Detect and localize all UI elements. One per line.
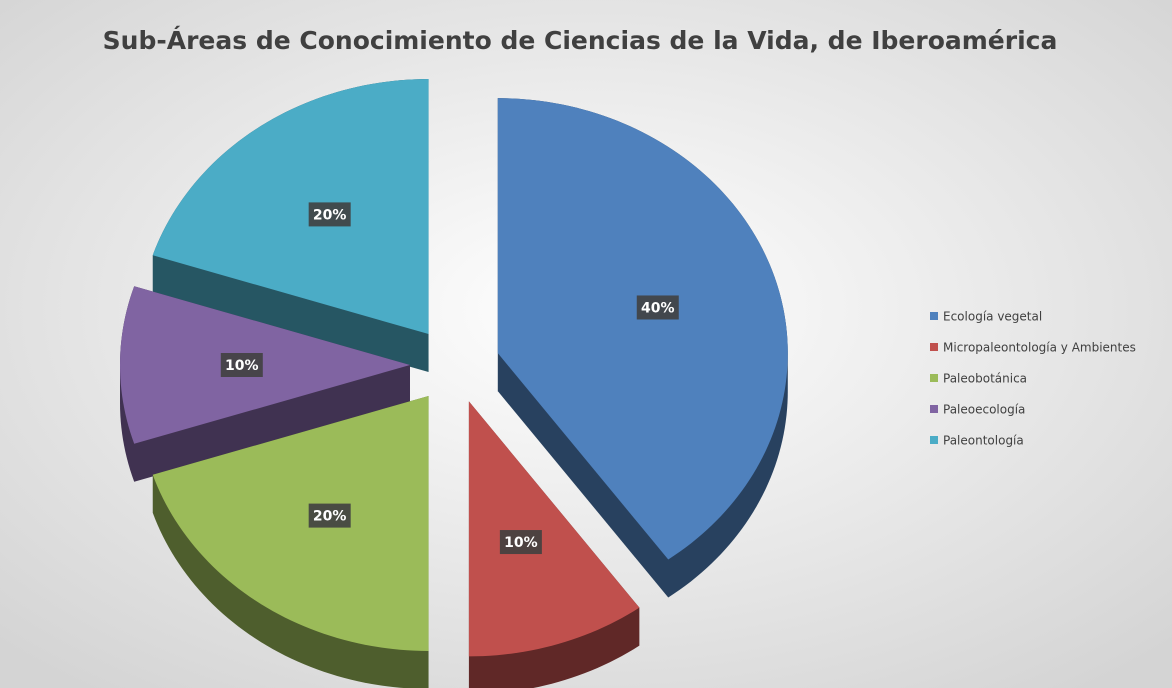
- value-label: 10%: [504, 535, 538, 551]
- legend-swatch: [930, 312, 938, 320]
- slice: [152, 79, 429, 335]
- legend-label: Paleobotánica: [943, 372, 1027, 386]
- legend-label: Ecología vegetal: [943, 310, 1042, 324]
- slice: [152, 395, 429, 651]
- slice: [120, 286, 410, 444]
- legend: Ecología vegetal Micropaleontología y Amb…: [930, 310, 1136, 448]
- legend-swatch: [930, 343, 938, 351]
- value-label: 40%: [641, 300, 675, 316]
- legend-label: Paleoecología: [943, 403, 1025, 417]
- value-label-bg: [636, 295, 679, 320]
- slice: [497, 98, 788, 560]
- legend-label: Paleontología: [943, 434, 1024, 448]
- legend-swatch: [930, 374, 938, 382]
- value-label-bg: [308, 202, 351, 227]
- value-label: 20%: [313, 207, 347, 223]
- slice: [468, 401, 640, 657]
- value-label-bg: [308, 503, 351, 528]
- legend-label: Micropaleontología y Ambientes: [943, 341, 1136, 355]
- pie: 40% 10% 20% 10% 20%: [120, 79, 788, 688]
- value-label-bg: [499, 530, 542, 555]
- legend-swatch: [930, 436, 938, 444]
- value-label: 10%: [225, 358, 259, 374]
- value-label: 20%: [313, 509, 347, 525]
- value-label-bg: [220, 353, 263, 377]
- legend-swatch: [930, 405, 938, 413]
- chart-title: Sub-Áreas de Conocimiento de Ciencias de…: [103, 26, 1058, 55]
